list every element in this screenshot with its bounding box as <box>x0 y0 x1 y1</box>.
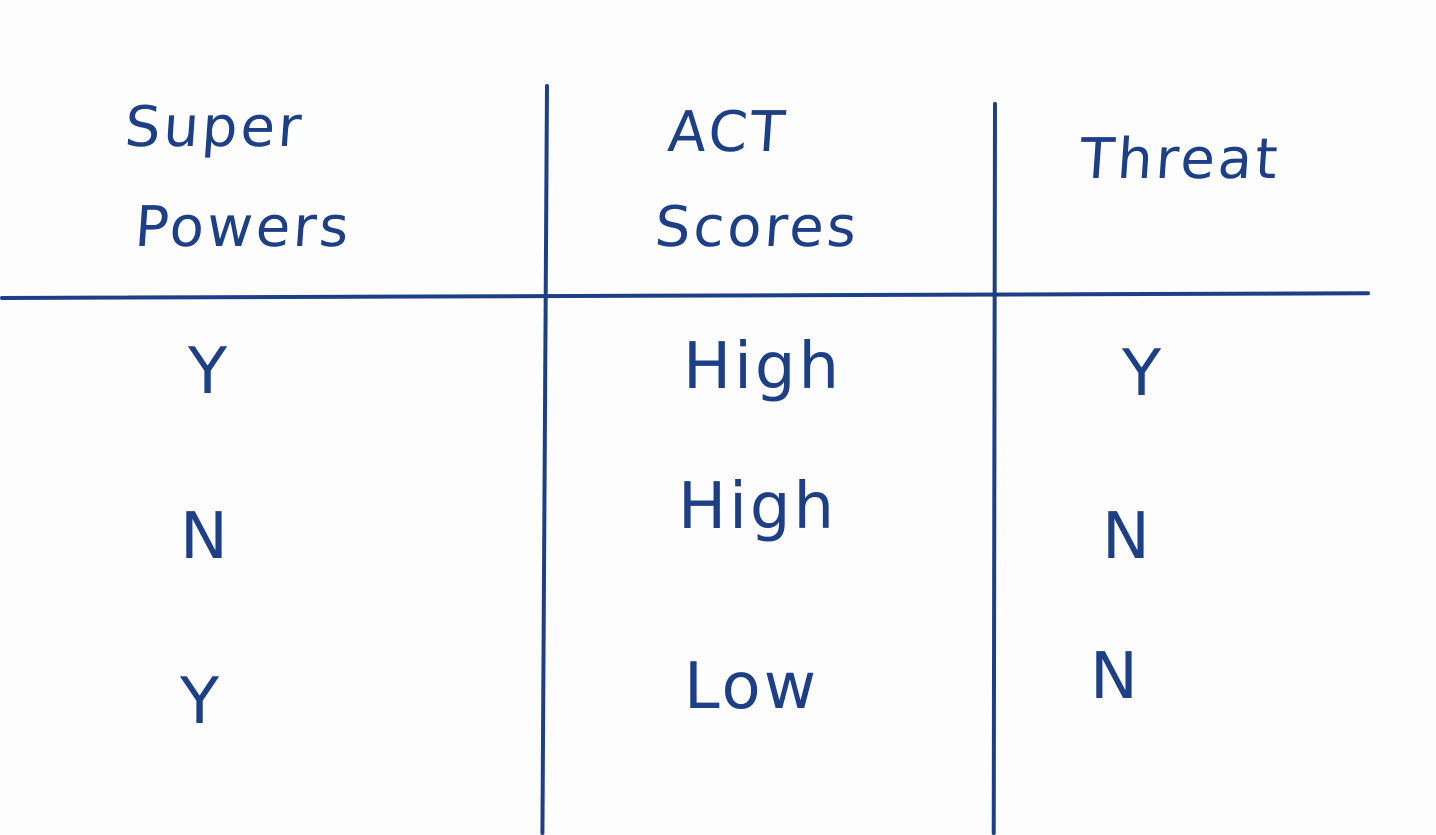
row1-act-score: High <box>683 330 843 404</box>
header-act-line1: ACT <box>665 100 790 165</box>
row3-threat: N <box>1090 640 1141 714</box>
header-act-line2: Scores <box>652 195 862 260</box>
row3-superpowers: Y <box>180 665 223 739</box>
row1-superpowers: Y <box>188 335 231 409</box>
row2-act-score: High <box>678 470 838 544</box>
header-divider-line <box>0 291 1370 300</box>
row1-threat: Y <box>1122 337 1165 411</box>
header-super-line2: Powers <box>132 195 354 260</box>
row2-threat: N <box>1102 500 1153 574</box>
header-threat: Threat <box>1077 127 1283 192</box>
row3-act-score: Low <box>684 650 820 724</box>
row2-superpowers: N <box>180 500 231 574</box>
column-divider-line-2 <box>991 101 997 835</box>
header-super-line1: Super <box>122 95 307 160</box>
column-divider-line-1 <box>540 83 549 835</box>
